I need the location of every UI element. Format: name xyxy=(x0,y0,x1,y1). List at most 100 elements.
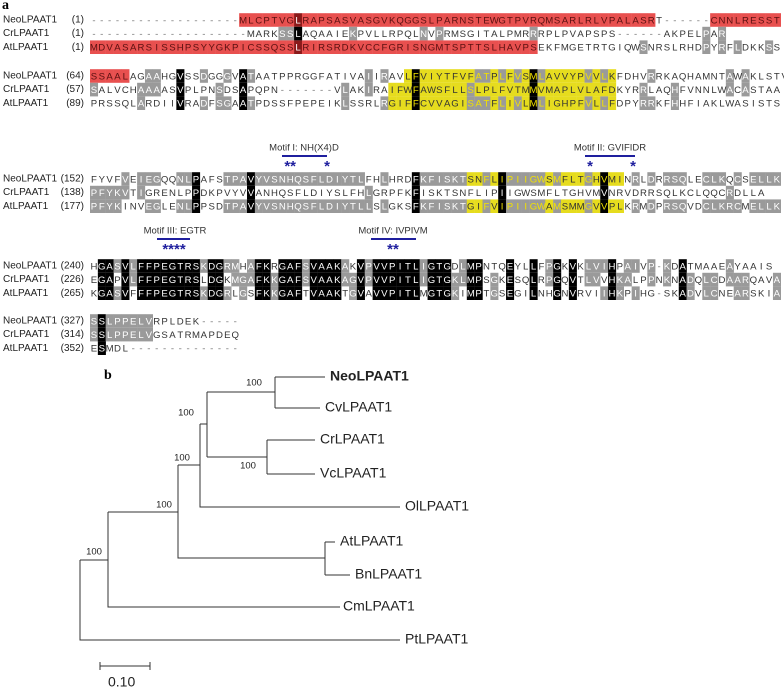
residue-shade xyxy=(160,286,169,300)
residue-shade xyxy=(427,286,436,300)
residue-shade xyxy=(772,199,781,213)
residue-shade xyxy=(749,199,758,213)
residue-shade xyxy=(388,272,397,287)
taxon-label: CrLPAAT1 xyxy=(320,431,385,447)
residue-shade xyxy=(561,82,570,97)
residue-shade xyxy=(427,259,436,273)
residue-shade xyxy=(608,172,617,186)
sequence: SA L VCHAAAASVP L PNSDSAPQPN - - - - - - - V L AK I RA I F… xyxy=(91,85,781,96)
residue-shade xyxy=(380,172,389,186)
residue-shade xyxy=(561,96,570,110)
residue-shade xyxy=(474,96,483,110)
residue-shade xyxy=(451,96,460,110)
residue-shade xyxy=(458,272,467,287)
residue-shade xyxy=(97,69,106,83)
residue-shade xyxy=(129,327,138,342)
residue-shade xyxy=(137,172,146,186)
residue-shade xyxy=(176,286,185,300)
residue-shade xyxy=(474,69,483,83)
residue-shade xyxy=(545,96,554,110)
residue-shade xyxy=(144,286,153,300)
residue-shade xyxy=(411,40,420,54)
residue-shade xyxy=(647,199,656,213)
residue-shade xyxy=(380,272,389,287)
residue-shade xyxy=(184,272,193,287)
residue-shade xyxy=(600,172,609,186)
residue-shade xyxy=(427,13,436,27)
residue-shade xyxy=(223,286,232,300)
residue-shade xyxy=(631,172,640,186)
residue-shade xyxy=(553,13,562,27)
residue-shade xyxy=(466,272,475,287)
residue-shade xyxy=(435,259,444,273)
residue-shade xyxy=(639,13,648,27)
residue-shade xyxy=(466,259,475,273)
residue-shade xyxy=(137,96,146,110)
residue-shade xyxy=(176,96,185,110)
residue-shade xyxy=(380,69,389,83)
residue-shade xyxy=(553,172,562,186)
residue-shade xyxy=(490,96,499,110)
residue-shade xyxy=(341,172,350,186)
residue-shade xyxy=(247,172,256,186)
residue-shade xyxy=(356,172,365,186)
residue-shade xyxy=(592,82,601,97)
residue-shade xyxy=(466,199,475,213)
residue-shade xyxy=(113,185,122,200)
residue-shade xyxy=(725,272,734,287)
residue-shade xyxy=(199,286,208,300)
residue-shade xyxy=(419,13,428,27)
residue-shade xyxy=(584,172,593,186)
residue-shade xyxy=(411,286,420,300)
residue-shade xyxy=(553,69,562,83)
residue-shade xyxy=(561,69,570,83)
residue-shade xyxy=(498,172,507,186)
residue-shade xyxy=(286,259,295,273)
residue-shade xyxy=(97,272,106,287)
residue-shade xyxy=(741,286,750,300)
residue-shade xyxy=(388,40,397,54)
residue-shade xyxy=(678,172,687,186)
residue-shade xyxy=(592,259,601,273)
sequence-name: AtLPAAT1 xyxy=(3,42,49,53)
motif-stars: * xyxy=(587,158,593,175)
residue-shade xyxy=(160,40,169,54)
residue-shade xyxy=(270,286,279,300)
residue-shade xyxy=(458,259,467,273)
residue-shade xyxy=(419,82,428,97)
residue-shade xyxy=(341,199,350,213)
sequence: SSAA L AGAAHGVSSDGGGVA T AA T PPRGGF A T I VA I I RAV… xyxy=(91,71,784,82)
residue-shade xyxy=(176,272,185,287)
residue-shade xyxy=(443,172,452,186)
residue-shade xyxy=(254,40,263,54)
residue-shade xyxy=(443,69,452,83)
residue-shade xyxy=(254,172,263,186)
sequence-start: (226) xyxy=(61,274,84,285)
residue-shade xyxy=(419,172,428,186)
residue-shade xyxy=(325,13,334,27)
residue-shade xyxy=(576,82,585,97)
residue-shade xyxy=(113,40,122,54)
residue-shade xyxy=(435,272,444,287)
residue-shade xyxy=(137,272,146,287)
residue-shade xyxy=(600,286,609,300)
residue-shade xyxy=(317,272,326,287)
residue-shade xyxy=(105,40,114,54)
residue-shade xyxy=(356,13,365,27)
residue-shade xyxy=(741,82,750,97)
residue-shade xyxy=(105,69,114,83)
residue-shade xyxy=(772,286,781,300)
sequence-name: NeoLPAAT1 xyxy=(3,261,58,272)
sequence: SS L PPE L VGSA TRMAPDEQ xyxy=(91,330,239,341)
residue-shade xyxy=(278,26,287,41)
sequence-start: (1) xyxy=(72,42,84,53)
residue-shade xyxy=(757,13,766,27)
residue-shade xyxy=(176,69,185,83)
residue-shade xyxy=(584,259,593,273)
residue-shade xyxy=(623,272,632,287)
residue-shade xyxy=(137,185,146,200)
residue-shade xyxy=(215,82,224,97)
residue-shade xyxy=(239,69,248,83)
residue-shade xyxy=(152,259,161,273)
